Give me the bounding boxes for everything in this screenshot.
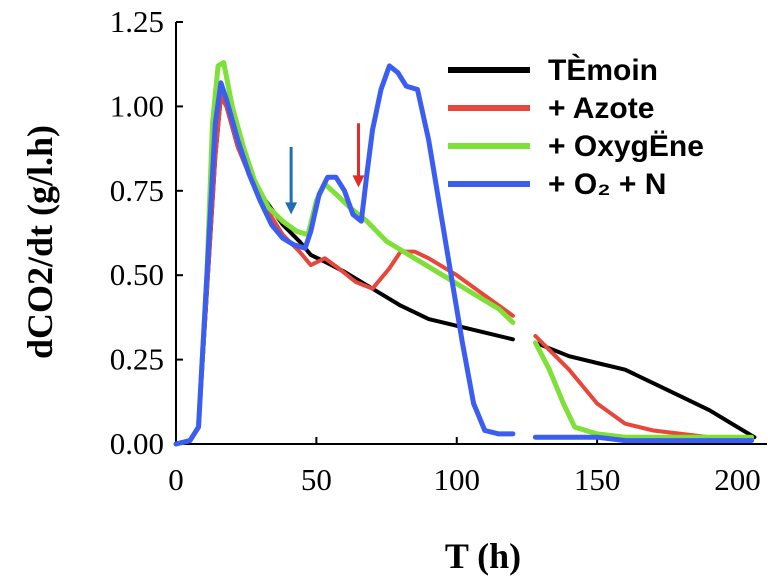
series-line (533, 340, 757, 440)
arrow-head (285, 202, 298, 215)
x-tick-label: 200 (714, 462, 761, 497)
axes: 0.00 0.25 0.50 0.75 1.00 1.25 0 50 100 150 200 (110, 4, 767, 497)
series-line (532, 434, 755, 444)
series-line (173, 63, 516, 447)
y-tick-label: 0.00 (110, 426, 164, 461)
x-tick-label: 100 (434, 462, 481, 497)
series-3 (173, 63, 755, 447)
y-tick-label: 0.50 (110, 257, 164, 292)
x-tick-label: 0 (168, 462, 184, 497)
legend-label: + OxygËne (548, 130, 704, 163)
y-tick-label: 1.00 (110, 88, 164, 123)
y-tick-label: 0.75 (110, 173, 164, 208)
legend-label: TÈmoin (548, 53, 658, 87)
y-axis-title: dCO2/dt (g/l.h) (20, 125, 60, 359)
series-2 (173, 60, 755, 447)
series-line (173, 60, 516, 447)
x-tick-label: 150 (574, 462, 621, 497)
arrow-head (352, 175, 365, 188)
y-tick-label: 1.25 (110, 4, 164, 39)
series-line (533, 334, 754, 443)
annotation-layer (285, 123, 365, 215)
legend-label: + Azote (548, 92, 654, 125)
x-tick-label: 50 (301, 462, 332, 497)
x-axis-title: T (h) (445, 536, 521, 576)
legend: TÈmoin + Azote + OxygËne + O₂ + N (448, 53, 704, 201)
series-line (532, 340, 755, 440)
legend-label: + O₂ + N (548, 168, 666, 201)
series-layer (173, 60, 757, 447)
y-tick-label: 0.25 (110, 342, 164, 377)
